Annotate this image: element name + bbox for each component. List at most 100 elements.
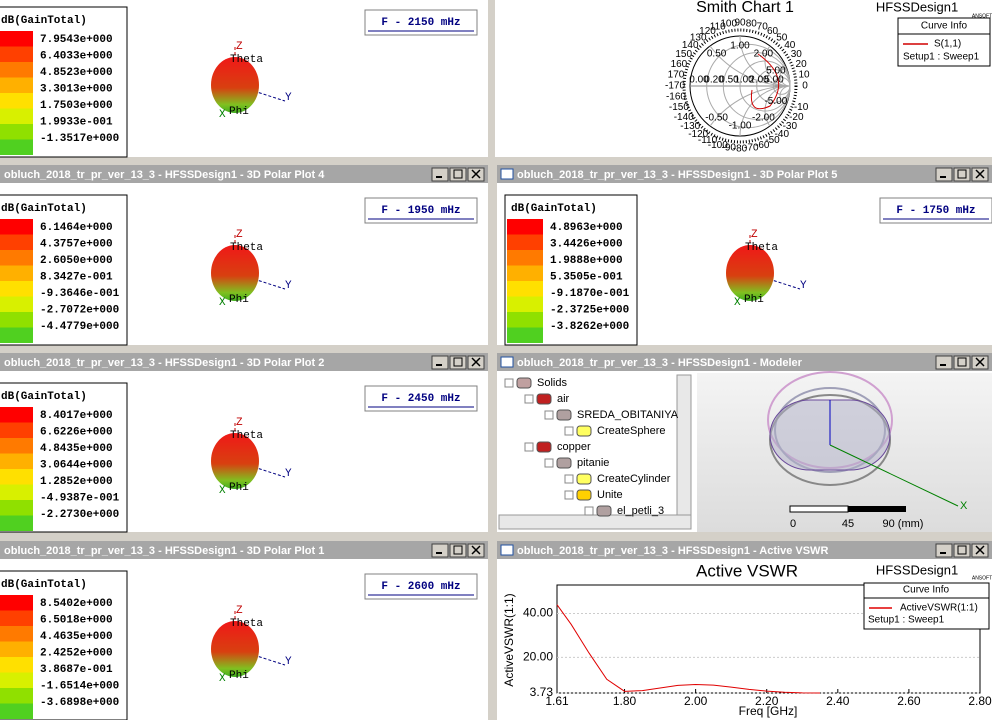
- tree-expander: [524, 442, 534, 452]
- legend-value: -1.6514e+000: [40, 680, 119, 692]
- tree-expander: [544, 458, 554, 468]
- window-title: obluch_2018_tr_pr_ver_13_3 - HFSSDesign1…: [4, 357, 324, 369]
- tree-icon: [536, 441, 552, 453]
- series-line: [556, 604, 821, 694]
- tree-expander: [504, 378, 514, 388]
- axis-label: Z: [236, 417, 243, 429]
- legend-value: -4.4779e+000: [40, 321, 119, 333]
- axis-label: Theta: [230, 54, 263, 66]
- legend-value: 4.4635e+000: [40, 631, 113, 643]
- axis-label: X: [219, 673, 226, 685]
- axis: [234, 272, 286, 290]
- color-band: [0, 610, 33, 626]
- button-glyph: [471, 357, 481, 367]
- tree-icon: [576, 473, 592, 485]
- legend-value: 6.4033e+000: [40, 50, 113, 62]
- color-band: [0, 46, 33, 62]
- legend-value: 1.9933e-001: [40, 116, 113, 128]
- axis-label: Phi: [229, 670, 249, 682]
- axis-label: Theta: [230, 430, 263, 442]
- legend-value: 8.4017e+000: [40, 410, 113, 422]
- tree-icon: [556, 409, 572, 421]
- tree-item: pitanie: [577, 457, 609, 469]
- axis: [749, 272, 801, 290]
- frequency-label: F - 2600 mHz: [381, 581, 460, 593]
- color-band: [0, 515, 33, 531]
- axis-label: Phi: [229, 482, 249, 494]
- color-band: [0, 703, 33, 719]
- model-axis: [829, 444, 959, 507]
- legend-value: -1.3517e+000: [40, 133, 119, 145]
- color-band: [0, 31, 33, 47]
- color-band: [0, 296, 33, 312]
- color-band: [507, 296, 543, 312]
- color-band: [0, 327, 33, 343]
- axis: [234, 84, 286, 102]
- legend-value: 4.3757e+000: [40, 238, 113, 250]
- frequency-label: F - 1950 mHz: [381, 205, 460, 217]
- color-band: [0, 108, 33, 124]
- pattern-blob: [211, 57, 259, 113]
- resistance-label: 0.50: [719, 75, 739, 86]
- window-icon: [500, 544, 514, 556]
- color-band: [0, 422, 33, 438]
- angle-label: -130: [680, 121, 700, 132]
- angle-label: -50: [765, 135, 780, 146]
- angle-label: -80: [733, 144, 748, 155]
- angle-label: -40: [775, 129, 790, 140]
- logo: ANSOFT: [972, 575, 992, 581]
- button-glyph: [471, 169, 481, 179]
- angle-label: -10: [794, 102, 809, 113]
- legend-value: -2.7072e+000: [40, 304, 119, 316]
- scale-label: 90 (mm): [883, 518, 924, 530]
- y-axis-label: ActiveVSWR(1:1): [502, 593, 516, 686]
- design-name: HFSSDesign1: [876, 562, 958, 577]
- window-button: [935, 355, 953, 370]
- button-glyph: [957, 545, 967, 555]
- window-title: obluch_2018_tr_pr_ver_13_3 - HFSSDesign1…: [517, 357, 803, 369]
- tree-item: el_petli_3: [617, 505, 664, 517]
- axis-label: X: [960, 500, 968, 512]
- angle-label: -170: [665, 81, 685, 92]
- x-axis-label: Freq [GHz]: [739, 704, 798, 718]
- angle-label: 50: [776, 32, 788, 43]
- legend-value: 3.0644e+000: [40, 459, 113, 471]
- color-band: [0, 265, 33, 281]
- legend-value: 6.1464e+000: [40, 222, 113, 234]
- title-bar: [497, 541, 992, 559]
- x-tick-label: 2.20: [755, 694, 779, 708]
- angle-label: -150: [669, 102, 689, 113]
- tree-item: Solids: [537, 377, 567, 389]
- angle-label: 60: [767, 26, 779, 37]
- color-band: [507, 327, 543, 343]
- legend-value: 8.5402e+000: [40, 598, 113, 610]
- tree-icon: [576, 489, 592, 501]
- resistance-label: 0.00: [689, 75, 709, 86]
- legend-value: 8.3427e-001: [40, 271, 113, 283]
- axis-label: Z: [236, 605, 243, 617]
- legend-entry: S(1,1): [934, 39, 961, 50]
- button-glyph: [975, 169, 985, 179]
- legend-value: -3.6898e+000: [40, 697, 119, 709]
- frequency-label: F - 2450 mHz: [381, 393, 460, 405]
- scale-label: 0: [790, 518, 796, 530]
- setup-label: Setup1 : Sweep1: [903, 52, 980, 63]
- legend-value: 3.4426e+000: [550, 238, 623, 250]
- button-glyph: [471, 545, 481, 555]
- axis-label: Z: [236, 41, 243, 53]
- reactance-label: 0.50: [707, 49, 727, 60]
- legend-value: -2.2730e+000: [40, 509, 119, 521]
- angle-label: 20: [796, 59, 808, 70]
- legend-title: dB(GainTotal): [1, 391, 87, 403]
- frequency-label: F - 1750 mHz: [896, 205, 975, 217]
- angle-label: 90: [734, 18, 746, 29]
- reactance-label: 5.00: [766, 65, 786, 76]
- angle-label: -90: [721, 143, 736, 154]
- title-bar: [0, 165, 488, 183]
- legend-value: 2.4252e+000: [40, 647, 113, 659]
- setup-label: Setup1 : Sweep1: [868, 615, 945, 626]
- angle-label: 140: [682, 40, 699, 51]
- legend-value: -9.3646e-001: [40, 288, 120, 300]
- angle-label: 160: [671, 59, 688, 70]
- color-band: [0, 484, 33, 500]
